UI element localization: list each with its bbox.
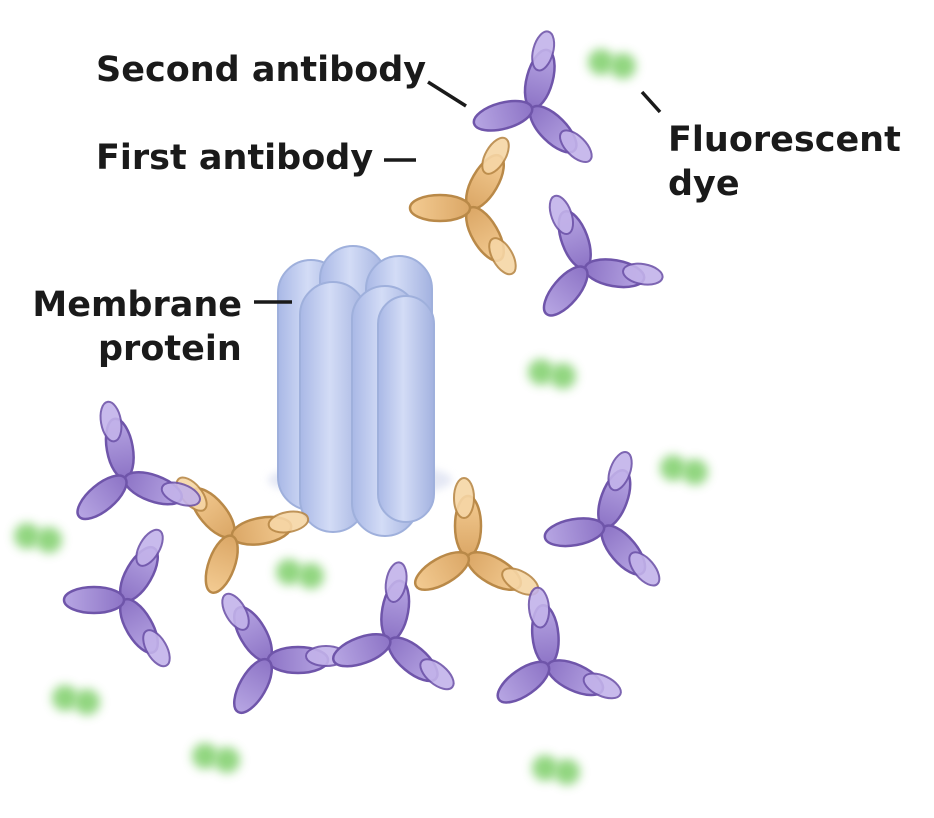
fluorescent-dye-label: Fluorescent dye [668,118,901,206]
leader-lines [254,80,662,304]
second-antibody-leader [427,80,467,108]
fluorescent-dye-label-line2: dye [668,164,740,204]
membrane-protein-label-line2: protein [98,329,242,369]
fluorescent-dye-label-line1: Fluorescent [668,120,901,160]
fluorescent-dye-leader [640,90,662,114]
membrane-protein-label: Membrane protein [24,283,242,371]
first-antibody-label: First antibody [96,136,373,180]
second-antibody-label-text: Second antibody [96,50,427,90]
membrane-protein [268,245,452,537]
first-antibody-label-text: First antibody [96,138,374,178]
membrane-protein-label-line1: Membrane [32,285,242,325]
second-antibody-label: Second antibody [96,48,426,92]
